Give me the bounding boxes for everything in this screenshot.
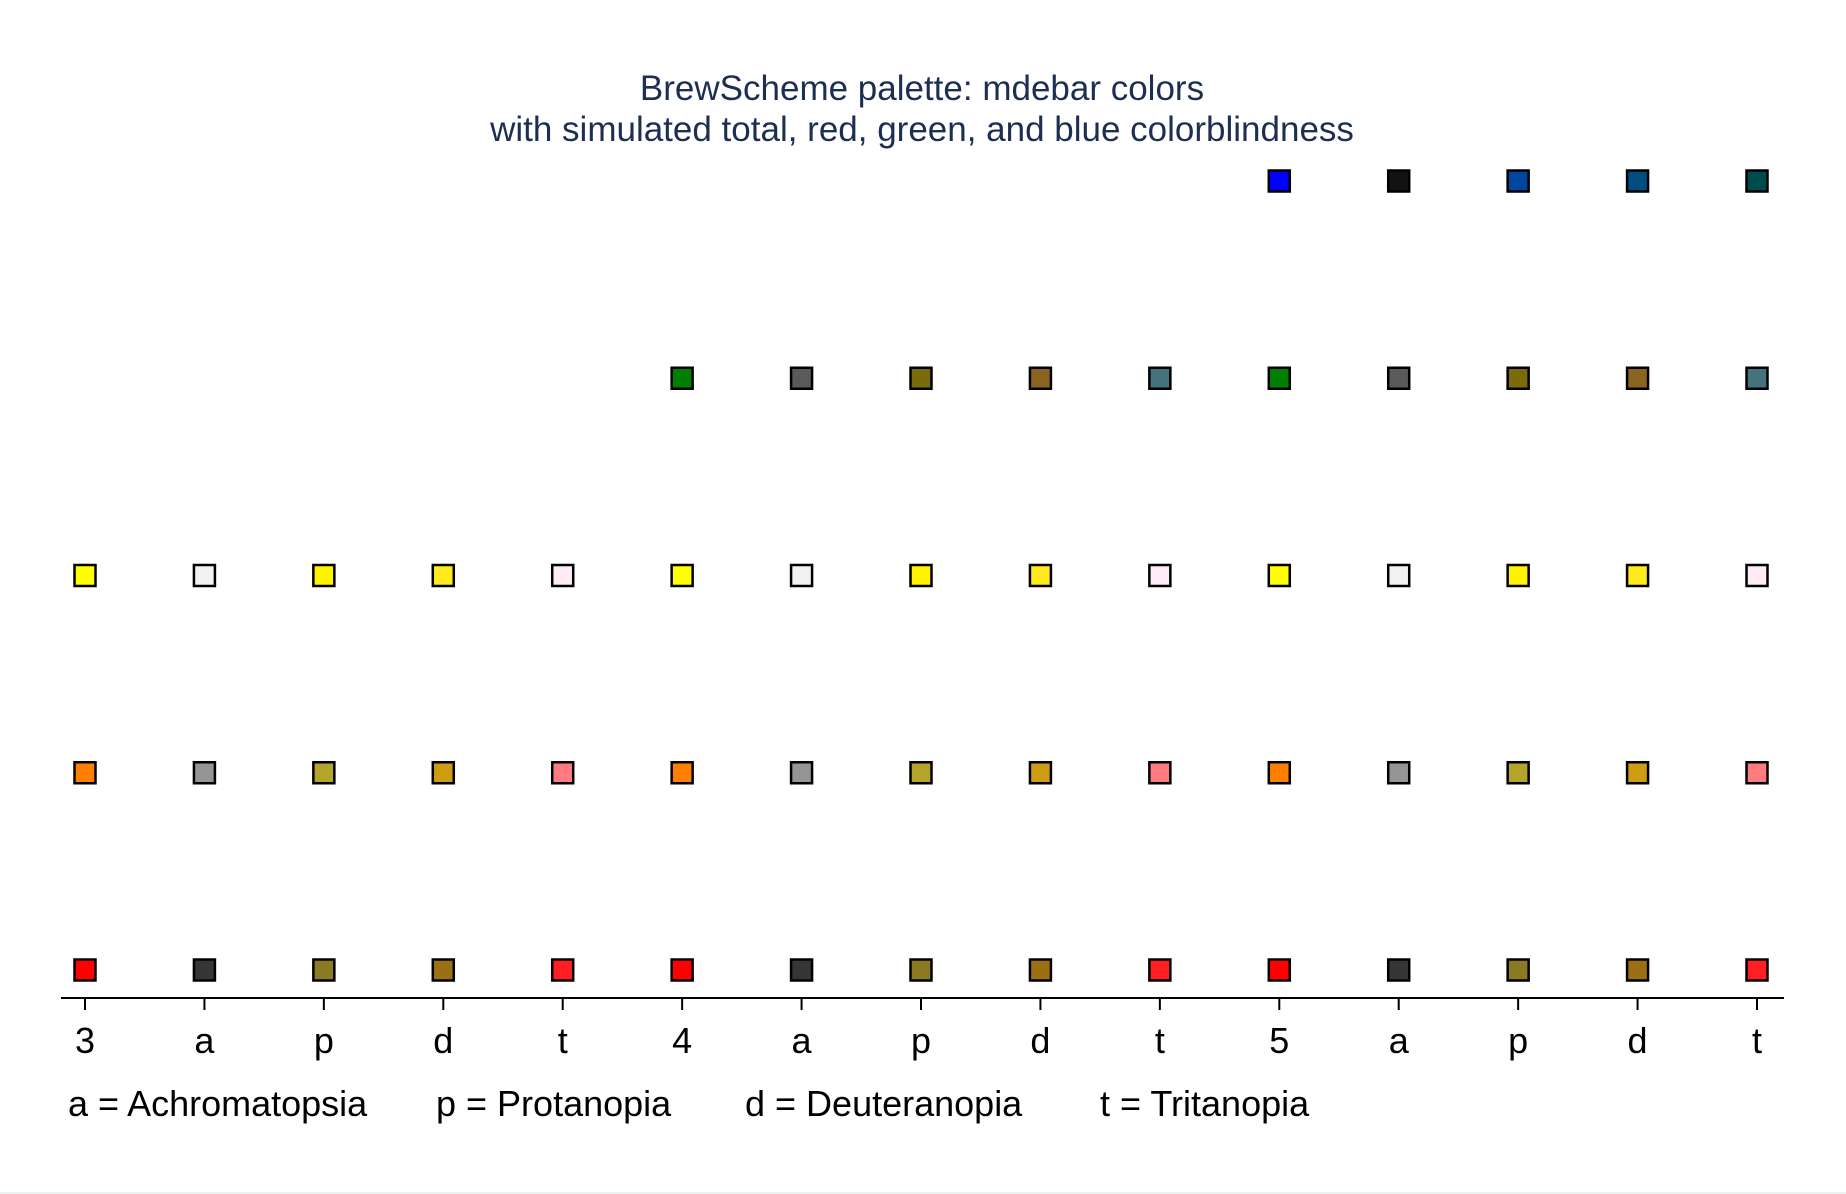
color-swatch-marker: [1028, 563, 1053, 588]
x-tick-label: t: [1752, 1020, 1762, 1061]
color-swatch-marker: [1625, 761, 1650, 785]
color-swatch-marker: [789, 366, 814, 390]
note-deuteranopia: d = Deuteranopia: [745, 1083, 1023, 1124]
x-tick-label: t: [1155, 1020, 1165, 1061]
note-tritanopia: t = Tritanopia: [1100, 1083, 1310, 1124]
color-swatch-marker: [550, 761, 575, 785]
color-swatch-marker: [1148, 563, 1172, 588]
color-swatch-marker: [550, 563, 575, 588]
x-tick-label: t: [558, 1020, 568, 1061]
color-swatch-marker: [789, 958, 814, 982]
x-tick-label: 4: [672, 1020, 692, 1061]
color-swatch-marker: [192, 958, 217, 982]
x-tick-label: 5: [1269, 1020, 1289, 1061]
color-swatch-marker: [73, 563, 97, 588]
color-swatch-marker: [670, 761, 694, 785]
x-tick-label: a: [1389, 1020, 1410, 1061]
color-swatch-marker: [431, 761, 456, 785]
color-swatch-marker: [1386, 366, 1411, 390]
color-swatch-marker: [1745, 761, 1769, 785]
color-swatch-marker: [1745, 563, 1769, 588]
note-achromatopsia: a = Achromatopsia: [68, 1083, 368, 1124]
color-swatch-marker: [1506, 563, 1530, 588]
color-swatch-marker: [73, 761, 97, 785]
x-tick-label: a: [792, 1020, 813, 1061]
color-swatch-marker: [670, 563, 694, 588]
color-swatch-marker: [670, 958, 694, 982]
color-swatch-marker: [192, 563, 217, 588]
color-swatch-marker: [1506, 366, 1530, 390]
color-swatch-marker: [312, 563, 336, 588]
color-swatch-marker: [1745, 958, 1769, 982]
color-swatch-marker: [909, 366, 933, 390]
color-swatch-marker: [1386, 958, 1411, 982]
color-swatch-marker: [1506, 958, 1530, 982]
x-tick-label: d: [433, 1020, 453, 1061]
color-swatch-marker: [1267, 366, 1292, 390]
color-swatch-marker: [1625, 958, 1650, 982]
color-swatch-marker: [1745, 366, 1769, 390]
color-swatch-marker: [909, 563, 933, 588]
color-swatch-marker: [1028, 761, 1053, 785]
color-swatch-marker: [909, 761, 933, 785]
color-swatch-marker: [1148, 366, 1172, 390]
color-swatch-marker: [1625, 169, 1650, 193]
x-tick-label: p: [911, 1020, 931, 1061]
color-swatch-marker: [1506, 169, 1530, 193]
color-swatch-marker: [73, 958, 97, 982]
color-swatch-marker: [192, 761, 217, 785]
color-swatch-marker: [909, 958, 933, 982]
color-swatch-marker: [670, 366, 694, 390]
color-swatch-marker: [1028, 958, 1053, 982]
color-swatch-marker: [312, 761, 336, 785]
color-swatch-marker: [431, 958, 456, 982]
color-swatch-marker: [312, 958, 336, 982]
x-tick-label: p: [314, 1020, 334, 1061]
x-tick-label: a: [194, 1020, 215, 1061]
color-swatch-marker: [789, 563, 814, 588]
x-tick-label: d: [1030, 1020, 1050, 1061]
color-swatch-marker: [1625, 563, 1650, 588]
chart-subtitle: with simulated total, red, green, and bl…: [489, 110, 1354, 149]
color-swatch-marker: [1386, 563, 1411, 588]
color-swatch-marker: [789, 761, 814, 785]
x-axis-ticks: 3 a p d t 4 a p d t 5 a p d t: [75, 998, 1762, 1061]
x-tick-label: d: [1628, 1020, 1648, 1061]
x-tick-label: p: [1508, 1020, 1528, 1061]
palette-markers: [73, 169, 1769, 982]
color-swatch-marker: [1386, 169, 1411, 193]
color-swatch-marker: [1267, 958, 1292, 982]
note-protanopia: p = Protanopia: [436, 1083, 672, 1124]
color-swatch-marker: [1745, 169, 1769, 193]
color-swatch-marker: [1506, 761, 1530, 785]
color-swatch-marker: [550, 958, 575, 982]
color-swatch-marker: [1267, 169, 1292, 193]
color-swatch-marker: [1386, 761, 1411, 785]
color-swatch-marker: [1625, 366, 1650, 390]
color-swatch-marker: [1148, 958, 1172, 982]
color-swatch-marker: [1148, 761, 1172, 785]
color-swatch-marker: [431, 563, 456, 588]
color-swatch-marker: [1267, 761, 1292, 785]
chart-title: BrewScheme palette: mdebar colors: [640, 69, 1204, 108]
x-tick-label: 3: [75, 1020, 95, 1061]
color-swatch-marker: [1028, 366, 1053, 390]
color-swatch-marker: [1267, 563, 1292, 588]
